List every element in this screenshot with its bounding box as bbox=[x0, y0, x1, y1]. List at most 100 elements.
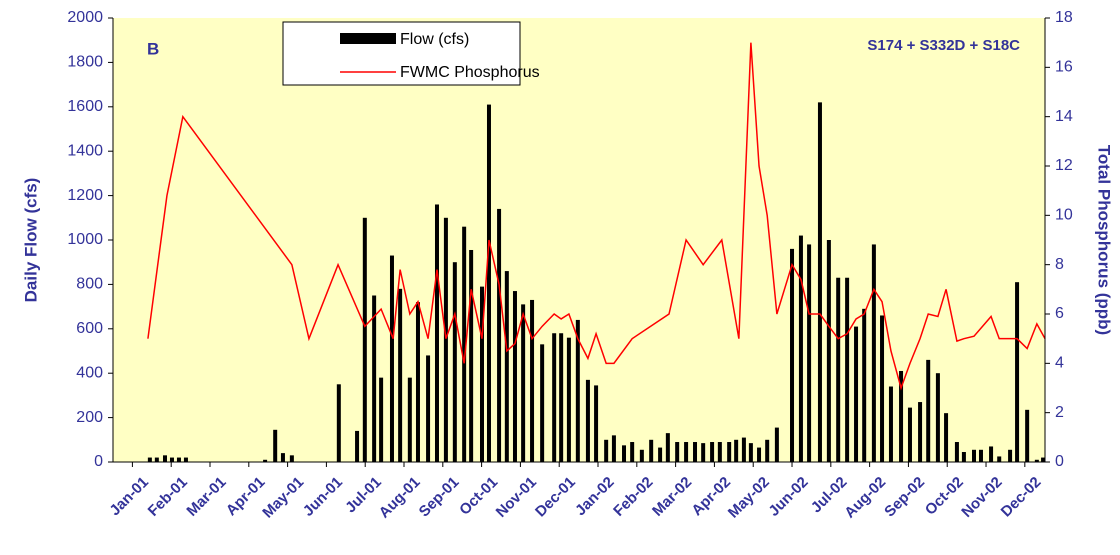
y-tick-label: 1200 bbox=[67, 187, 103, 204]
bar bbox=[798, 235, 803, 462]
x-tick-label: Nov-02 bbox=[958, 474, 1005, 521]
y2-tick-label: 4 bbox=[1055, 355, 1064, 372]
y2-tick-label: 2 bbox=[1055, 404, 1064, 421]
annotation: S174 + S332D + S18C bbox=[867, 37, 1020, 54]
bar bbox=[907, 407, 912, 462]
y-axis-label: Daily Flow (cfs) bbox=[21, 178, 40, 303]
legend-label: FWMC Phosphorus bbox=[400, 64, 540, 81]
bar bbox=[757, 447, 762, 462]
y2-tick-label: 10 bbox=[1055, 207, 1073, 224]
bar bbox=[748, 443, 753, 462]
x-tick-label: Nov-01 bbox=[493, 474, 540, 521]
bar bbox=[978, 449, 983, 462]
bar bbox=[176, 457, 181, 462]
bar bbox=[415, 302, 420, 462]
x-tick-label: May-01 bbox=[259, 474, 307, 522]
bar bbox=[604, 439, 609, 462]
bar bbox=[989, 446, 994, 462]
bar bbox=[183, 457, 188, 462]
bar bbox=[741, 437, 746, 462]
bar bbox=[826, 240, 831, 462]
bar bbox=[1034, 459, 1039, 462]
bar bbox=[935, 373, 940, 462]
bar bbox=[362, 217, 367, 462]
bar bbox=[479, 286, 484, 462]
bar bbox=[862, 308, 867, 462]
y-tick-label: 1400 bbox=[67, 142, 103, 159]
y2-tick-label: 6 bbox=[1055, 305, 1064, 322]
bar bbox=[817, 102, 822, 463]
y-tick-label: 2000 bbox=[67, 9, 103, 26]
x-tick-label: Feb-02 bbox=[610, 474, 656, 520]
bar bbox=[504, 271, 509, 462]
bar bbox=[540, 344, 545, 462]
y-tick-label: 1800 bbox=[67, 54, 103, 71]
legend-box bbox=[282, 21, 521, 86]
bar bbox=[871, 244, 876, 462]
x-tick-label: Feb-01 bbox=[145, 474, 191, 520]
bar bbox=[147, 457, 152, 462]
y-tick-label: 800 bbox=[76, 276, 103, 293]
x-tick-label: Jan-02 bbox=[572, 474, 618, 520]
y-tick-label: 600 bbox=[76, 320, 103, 337]
y-tick-label: 0 bbox=[94, 453, 103, 470]
bar bbox=[469, 249, 474, 462]
bar bbox=[971, 449, 976, 462]
y2-tick-label: 12 bbox=[1055, 157, 1073, 174]
bar bbox=[372, 295, 377, 462]
x-tick-label: May-02 bbox=[725, 474, 773, 522]
y2-tick-label: 14 bbox=[1055, 108, 1073, 125]
y-tick-label: 200 bbox=[76, 409, 103, 426]
bar bbox=[710, 442, 715, 462]
bar bbox=[336, 384, 341, 462]
bar bbox=[530, 299, 535, 462]
y-tick-label: 1600 bbox=[67, 98, 103, 115]
bar bbox=[630, 442, 635, 462]
bar bbox=[407, 377, 412, 462]
x-tick-label: Sep-01 bbox=[416, 474, 463, 521]
bar bbox=[899, 370, 904, 462]
x-tick-label: Dec-02 bbox=[998, 474, 1045, 521]
bar bbox=[162, 455, 167, 462]
line bbox=[147, 42, 1046, 391]
bar bbox=[379, 377, 384, 462]
axes bbox=[112, 18, 1046, 463]
bar bbox=[675, 442, 680, 462]
bar bbox=[521, 304, 526, 462]
bar bbox=[658, 447, 663, 462]
bar bbox=[807, 244, 812, 462]
bar bbox=[622, 445, 627, 462]
y2-tick-label: 0 bbox=[1055, 453, 1064, 470]
bar bbox=[154, 457, 159, 462]
x-tick-label: Jun-01 bbox=[300, 474, 346, 520]
bar bbox=[693, 442, 698, 462]
bar bbox=[836, 277, 841, 462]
bar bbox=[926, 359, 931, 462]
bar bbox=[280, 453, 285, 462]
legend-swatch bbox=[340, 33, 396, 44]
bar bbox=[997, 456, 1002, 462]
x-tick-label: Jun-02 bbox=[765, 474, 811, 520]
bar bbox=[552, 333, 557, 462]
bar bbox=[398, 288, 403, 462]
legend-label: Flow (cfs) bbox=[400, 31, 469, 48]
bar bbox=[263, 459, 268, 462]
bar bbox=[559, 333, 564, 462]
y2-axis-label: Total Phosphorus (ppb) bbox=[1095, 145, 1114, 335]
bar bbox=[701, 443, 706, 462]
x-tick-label: Mar-01 bbox=[183, 474, 229, 520]
bar bbox=[639, 449, 644, 462]
bar bbox=[273, 429, 278, 462]
bar bbox=[665, 433, 670, 462]
bar bbox=[717, 442, 722, 462]
bar bbox=[434, 204, 439, 463]
y2-tick-label: 16 bbox=[1055, 59, 1073, 76]
bar bbox=[954, 442, 959, 462]
bar bbox=[684, 442, 689, 462]
x-tick-label: Aug-02 bbox=[841, 474, 889, 522]
bar bbox=[649, 439, 654, 462]
bar bbox=[1041, 457, 1046, 462]
bar bbox=[918, 402, 923, 462]
x-tick-label: Mar-02 bbox=[649, 474, 695, 520]
